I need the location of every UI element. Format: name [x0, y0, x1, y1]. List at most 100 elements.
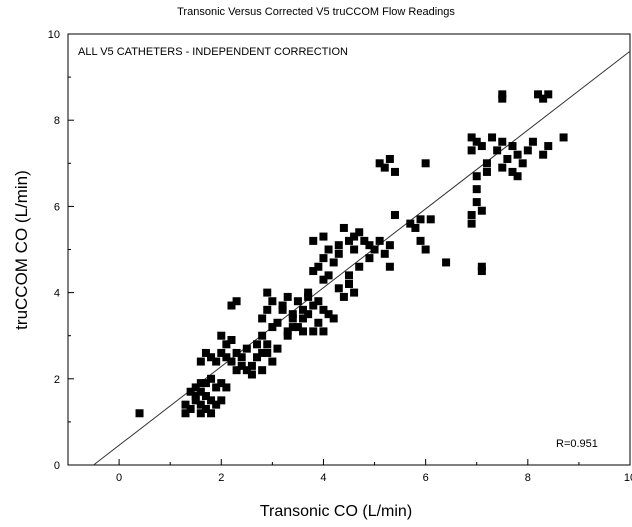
data-point	[263, 348, 272, 357]
data-point	[544, 142, 553, 151]
chart-annotation: ALL V5 CATHETERS - INDEPENDENT CORRECTIO…	[78, 46, 348, 58]
data-point	[385, 262, 394, 271]
data-point	[390, 211, 399, 220]
data-point	[201, 392, 210, 401]
data-point	[253, 353, 262, 362]
data-point	[319, 327, 328, 336]
data-point	[247, 370, 256, 379]
data-point	[477, 206, 486, 215]
data-point	[345, 279, 353, 288]
data-point	[253, 340, 262, 349]
data-point	[258, 314, 267, 323]
data-point	[304, 310, 313, 319]
data-point	[508, 167, 517, 176]
data-point	[201, 379, 210, 388]
data-point	[324, 245, 333, 254]
data-point	[477, 142, 486, 151]
data-point	[426, 215, 435, 224]
data-point	[488, 133, 497, 142]
data-point	[498, 94, 507, 103]
data-point	[513, 172, 522, 181]
data-point	[293, 323, 302, 332]
data-point	[350, 232, 359, 241]
data-point	[288, 323, 297, 332]
data-point	[283, 327, 292, 336]
data-point	[539, 94, 548, 103]
data-point	[186, 387, 195, 396]
data-point	[472, 198, 481, 207]
data-point	[309, 327, 318, 336]
regression-line	[93, 50, 631, 466]
data-point	[416, 236, 425, 245]
data-point	[232, 297, 241, 306]
data-point	[263, 305, 272, 314]
data-point	[467, 146, 476, 155]
data-point	[355, 228, 364, 237]
data-point	[304, 288, 313, 297]
data-point	[237, 361, 246, 370]
x-tick-label: 8	[525, 472, 531, 484]
y-tick-label: 2	[54, 374, 60, 386]
data-point	[309, 301, 318, 310]
data-point	[375, 236, 384, 245]
data-point	[217, 379, 226, 388]
data-point	[283, 331, 292, 340]
data-point	[242, 366, 251, 375]
data-point	[324, 310, 333, 319]
data-points	[135, 90, 568, 418]
data-point	[263, 288, 272, 297]
data-point	[360, 236, 369, 245]
data-point	[559, 133, 568, 142]
data-point	[273, 344, 282, 353]
data-point	[319, 275, 328, 284]
data-point	[186, 404, 195, 413]
data-point	[370, 245, 379, 254]
data-point	[385, 154, 394, 163]
axis-tick-labels: 0 2 4 6 8 10 0 2 4 6 8 10	[48, 29, 632, 484]
data-point	[283, 292, 292, 301]
data-point	[319, 254, 328, 263]
data-point	[196, 379, 205, 388]
axis-ticks	[67, 33, 631, 466]
data-point	[508, 142, 517, 151]
data-point	[518, 159, 527, 168]
data-point	[416, 215, 425, 224]
data-point	[293, 297, 302, 306]
data-point	[406, 219, 415, 228]
data-point	[319, 305, 328, 314]
data-point	[523, 146, 532, 155]
data-point	[385, 241, 394, 250]
data-point	[258, 366, 267, 375]
data-point	[534, 90, 543, 99]
data-point	[263, 340, 272, 349]
chart-title: Transonic Versus Corrected V5 truCCOM Fl…	[177, 6, 455, 18]
data-point	[334, 241, 343, 250]
x-tick-label: 2	[218, 472, 224, 484]
data-point	[181, 400, 190, 409]
data-point	[237, 353, 246, 362]
x-tick-label: 10	[624, 472, 632, 484]
data-point	[314, 262, 323, 271]
data-point	[334, 284, 343, 293]
data-point	[309, 267, 318, 276]
data-point	[477, 262, 486, 271]
data-point	[288, 314, 297, 323]
data-point	[258, 331, 267, 340]
y-tick-label: 0	[54, 460, 60, 472]
data-point	[201, 404, 210, 413]
data-point	[232, 366, 241, 375]
data-point	[227, 357, 236, 366]
data-point	[258, 348, 267, 357]
y-tick-label: 6	[54, 201, 60, 213]
data-point	[217, 348, 226, 357]
data-point	[278, 301, 287, 310]
data-point	[191, 396, 200, 405]
y-tick-label: 8	[54, 115, 60, 127]
data-point	[477, 267, 486, 276]
data-point	[217, 331, 226, 340]
y-tick-label: 4	[54, 288, 60, 300]
data-point	[472, 185, 481, 194]
data-point	[232, 348, 241, 357]
x-tick-label: 4	[320, 472, 326, 484]
